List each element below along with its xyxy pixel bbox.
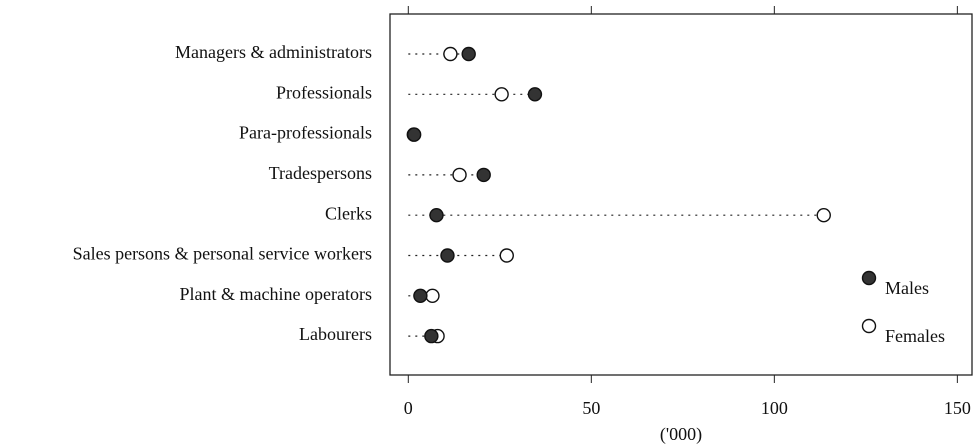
category-label: Plant & machine operators — [180, 284, 372, 304]
x-tick-label: 100 — [761, 398, 788, 418]
dot — [461, 46, 476, 62]
dot — [816, 207, 831, 223]
legend-symbol — [861, 318, 877, 334]
category-label: Para-professionals — [239, 123, 372, 143]
legend-label: Females — [885, 326, 945, 346]
dot — [413, 288, 428, 303]
legend-label: Males — [885, 278, 929, 298]
dot — [406, 127, 422, 142]
dot — [494, 87, 509, 102]
x-tick-label: 150 — [944, 398, 971, 418]
legend-symbol — [861, 270, 877, 286]
dot — [452, 167, 467, 183]
category-label: Sales persons & personal service workers — [73, 244, 372, 264]
dot — [429, 207, 444, 223]
dot — [424, 328, 439, 344]
dot — [476, 167, 491, 183]
category-label: Clerks — [325, 203, 372, 223]
category-label: Managers & administrators — [175, 42, 372, 62]
category-label: Tradespersons — [269, 163, 372, 183]
category-label: Labourers — [299, 324, 372, 344]
dot — [499, 248, 514, 263]
dot — [425, 288, 440, 303]
dot — [443, 46, 458, 62]
plot-frame — [389, 13, 973, 376]
x-axis-label: ('000) — [660, 424, 702, 445]
dot — [440, 248, 455, 263]
dot — [527, 87, 543, 102]
x-tick-label: 0 — [404, 398, 413, 418]
category-label: Professionals — [276, 82, 372, 102]
x-tick-label: 50 — [582, 398, 600, 418]
